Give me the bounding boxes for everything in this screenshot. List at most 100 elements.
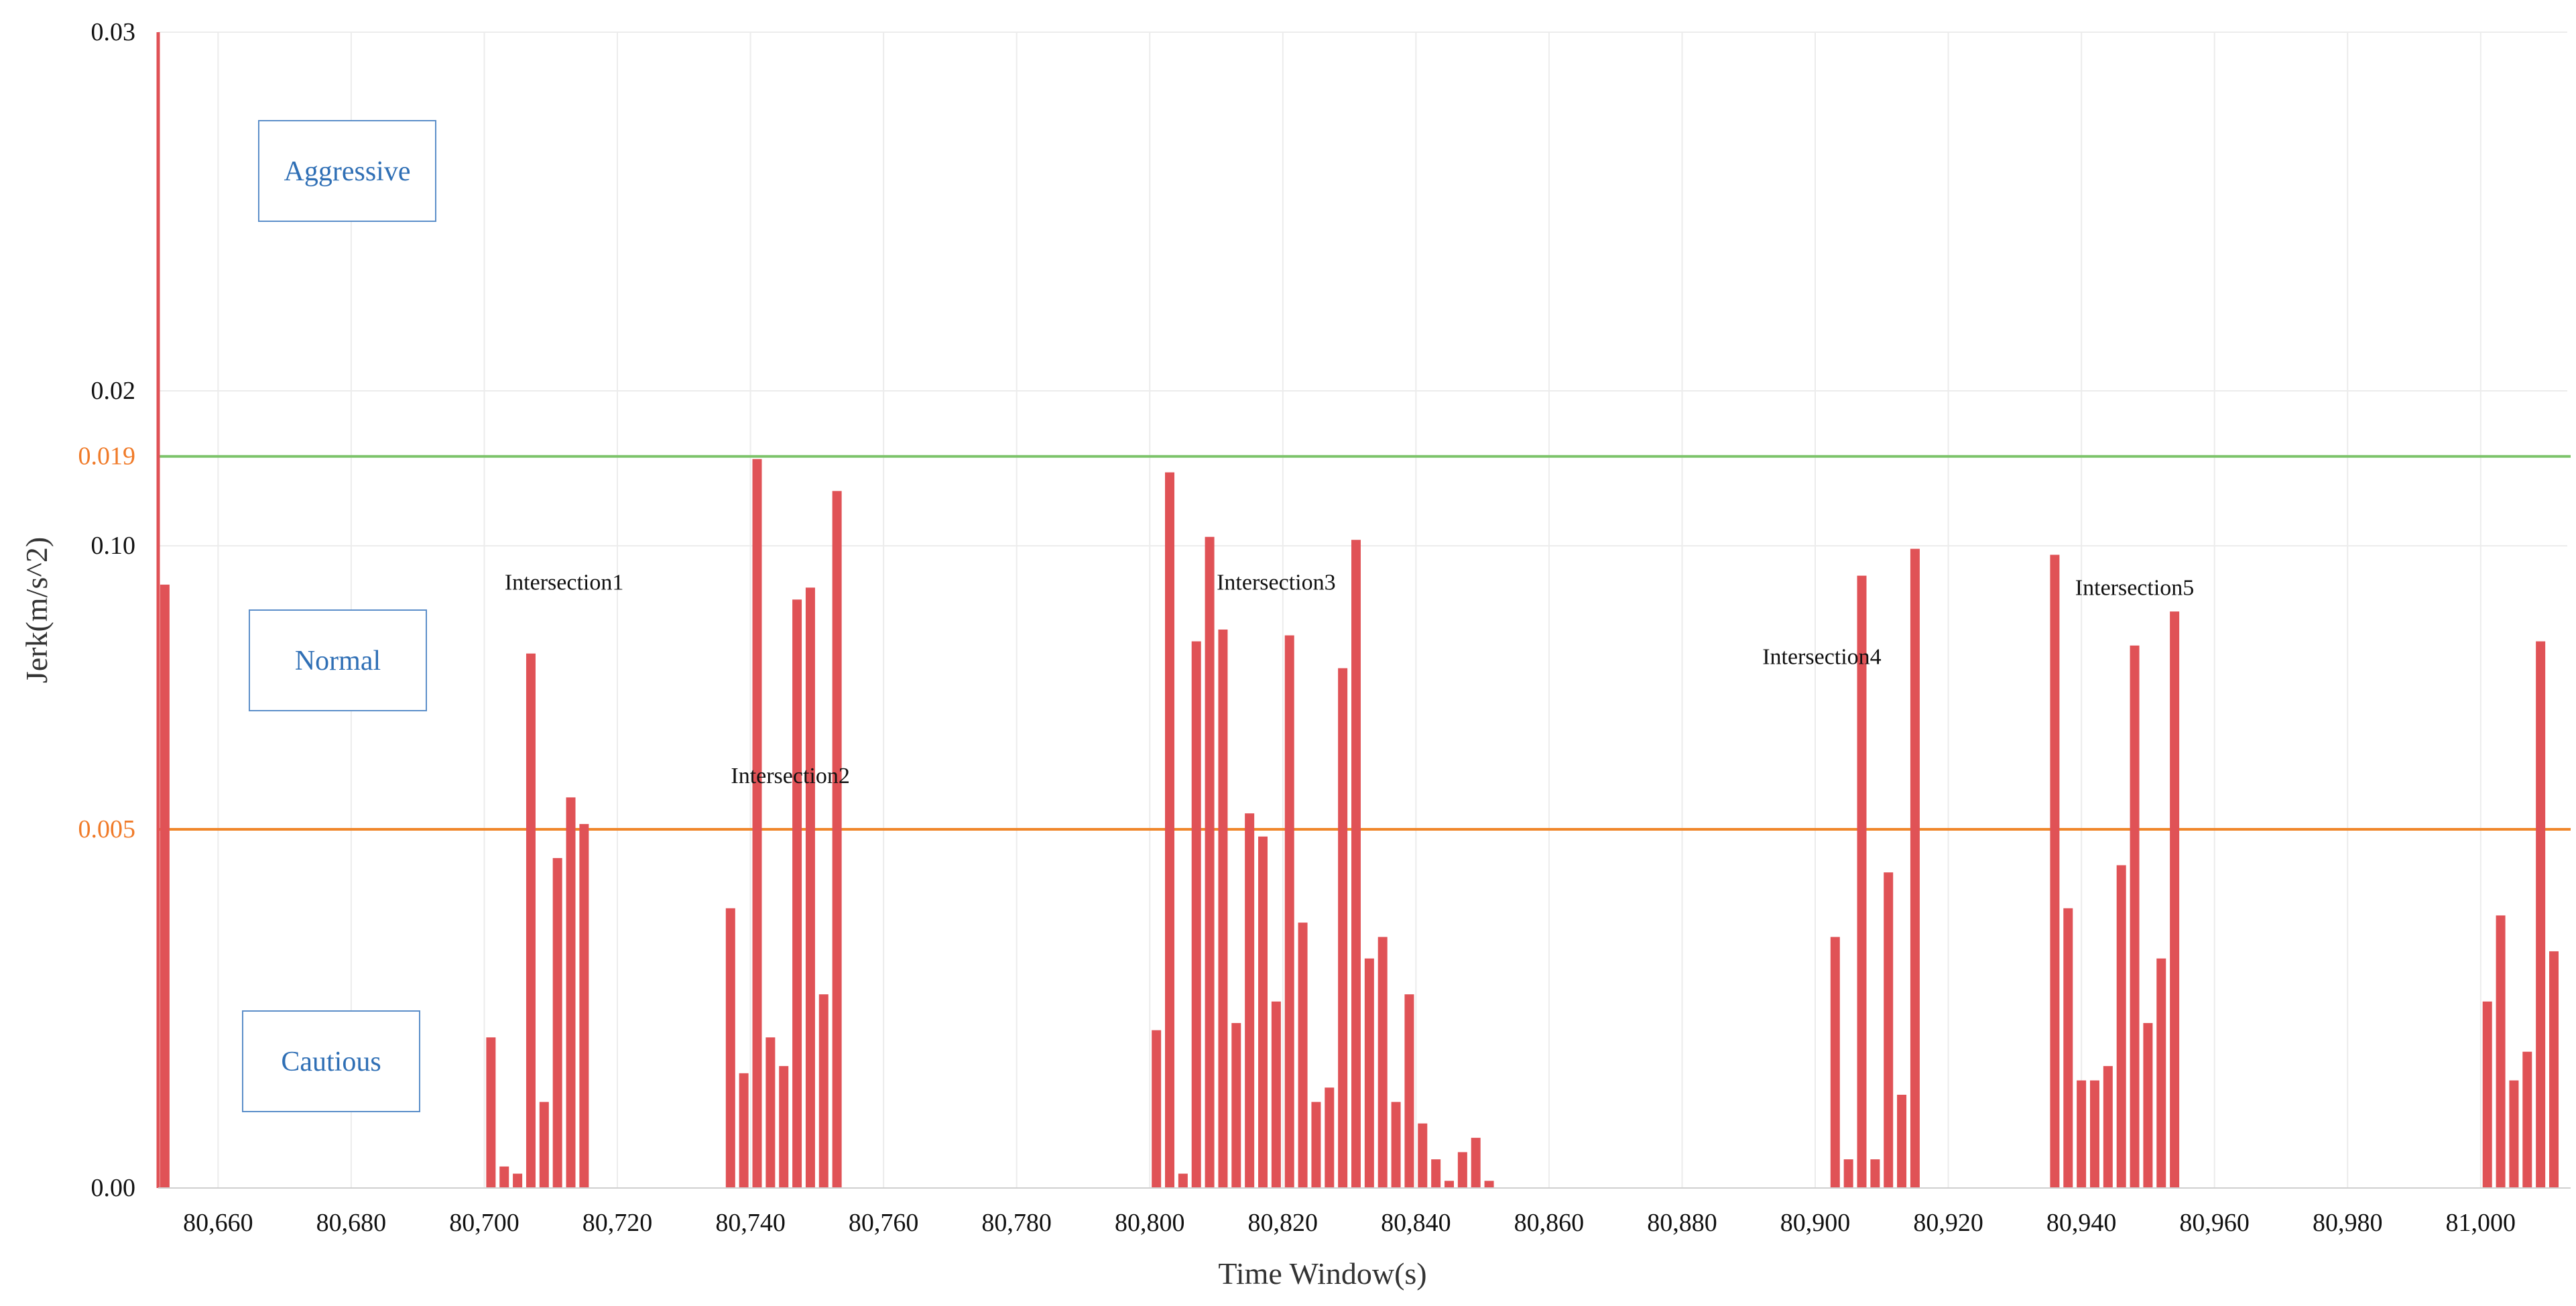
- bar: [2509, 1080, 2519, 1188]
- bar: [2063, 908, 2073, 1188]
- bar: [539, 1102, 549, 1188]
- bar: [1897, 1094, 1907, 1188]
- x-tick-label: 80,860: [1514, 1209, 1585, 1237]
- x-tick-label: 80,880: [1647, 1209, 1717, 1237]
- bar: [2522, 1051, 2532, 1188]
- bar: [566, 797, 576, 1188]
- bar: [818, 994, 829, 1188]
- x-tick-label: 80,700: [449, 1209, 519, 1237]
- zone-label-text: Normal: [295, 646, 381, 676]
- x-tick-label: 80,680: [316, 1209, 387, 1237]
- bars: [160, 459, 2559, 1188]
- x-tick-label: 80,840: [1381, 1209, 1451, 1237]
- bar: [805, 587, 815, 1188]
- bar: [2549, 951, 2559, 1188]
- x-tick-label: 80,760: [849, 1209, 919, 1237]
- bar: [1910, 548, 1920, 1188]
- x-tick-label: 80,940: [2046, 1209, 2117, 1237]
- y-axis-title: Jerk(m/s^2): [19, 537, 54, 683]
- x-tick-label: 80,820: [1248, 1209, 1318, 1237]
- intersection-label: Intersection4: [1762, 645, 1882, 670]
- zone-box-border: [258, 120, 436, 222]
- bar: [2496, 915, 2506, 1188]
- y-tick-label: 0.10: [91, 532, 136, 560]
- bar: [1857, 575, 1867, 1188]
- bar: [1191, 641, 1201, 1188]
- bar: [1404, 994, 1414, 1188]
- y-tick-label: 0.005: [78, 815, 136, 843]
- intersection-annotations: Intersection1 Intersection2 Intersection3 I…: [505, 570, 2194, 788]
- bar: [1205, 536, 1215, 1188]
- bar: [1351, 540, 1361, 1188]
- x-tick-label: 80,740: [715, 1209, 786, 1237]
- bar: [1218, 630, 1228, 1188]
- y-tick-label: 0.03: [91, 18, 136, 46]
- bar: [2077, 1080, 2087, 1188]
- bar: [2089, 1080, 2099, 1188]
- bar: [1325, 1087, 1335, 1188]
- bar: [2156, 958, 2166, 1188]
- zone-labels: Aggressive Normal Cautious: [242, 120, 436, 1112]
- bar: [526, 653, 536, 1188]
- bar: [1471, 1138, 1481, 1188]
- bar: [1298, 923, 1308, 1188]
- x-tick-label: 80,900: [1780, 1209, 1851, 1237]
- bar: [1364, 958, 1374, 1188]
- axes: [156, 32, 2571, 1189]
- bar: [765, 1037, 776, 1188]
- bar: [1830, 937, 1840, 1188]
- threshold-lines: [158, 455, 2571, 831]
- x-tick-label: 81,000: [2446, 1209, 2516, 1237]
- bar: [1418, 1123, 1428, 1188]
- x-tick-label: 80,660: [183, 1209, 253, 1237]
- bar: [1178, 1173, 1188, 1188]
- bar: [1231, 1022, 1241, 1188]
- zone-label-text: Cautious: [281, 1047, 381, 1077]
- bar: [2050, 554, 2060, 1188]
- intersection-label: Intersection3: [1217, 570, 1336, 595]
- intersection-label: Intersection5: [2075, 575, 2195, 600]
- x-tick-labels: 80,660 80,680 80,700 80,720 80,740 80,760 80,7…: [183, 1209, 2516, 1237]
- bar: [1391, 1102, 1401, 1188]
- y-tick-label: 0.019: [78, 442, 136, 471]
- bar: [2130, 645, 2140, 1188]
- bar: [499, 1166, 509, 1188]
- bar: [725, 908, 735, 1188]
- bar: [1284, 635, 1294, 1188]
- zone-label-text: Aggressive: [284, 156, 411, 187]
- y-tick-labels: 0.03 0.02 0.019 0.10 0.005 0.00: [78, 18, 136, 1202]
- bar: [1338, 668, 1348, 1188]
- bar: [2103, 1066, 2113, 1188]
- bar: [1311, 1102, 1321, 1188]
- y-tick-label: 0.02: [91, 377, 136, 405]
- bar: [1444, 1181, 1454, 1188]
- bar: [779, 1066, 789, 1188]
- bar: [1843, 1159, 1853, 1188]
- bar: [1457, 1152, 1467, 1188]
- zone-box-border: [242, 1010, 420, 1112]
- bar: [1258, 836, 1268, 1188]
- bar: [486, 1037, 496, 1188]
- x-tick-label: 80,960: [2179, 1209, 2250, 1237]
- zone-label-box: Aggressive: [258, 120, 436, 222]
- intersection-label: Intersection2: [731, 764, 850, 788]
- bar: [1884, 872, 1894, 1188]
- bar: [2116, 865, 2126, 1188]
- zone-box-border: [249, 609, 427, 711]
- bar: [552, 857, 562, 1188]
- bar: [792, 599, 802, 1188]
- bar: [1431, 1159, 1441, 1188]
- bar: [160, 585, 170, 1188]
- bar: [1870, 1159, 1880, 1188]
- bar: [752, 459, 762, 1188]
- bar: [513, 1173, 523, 1188]
- bar: [739, 1073, 749, 1188]
- x-tick-label: 80,800: [1115, 1209, 1185, 1237]
- x-axis-title: Time Window(s): [1218, 1256, 1426, 1291]
- x-tick-label: 80,780: [981, 1209, 1052, 1237]
- bar: [1484, 1181, 1494, 1188]
- x-tick-label: 80,920: [1913, 1209, 1983, 1237]
- bar: [1245, 813, 1255, 1188]
